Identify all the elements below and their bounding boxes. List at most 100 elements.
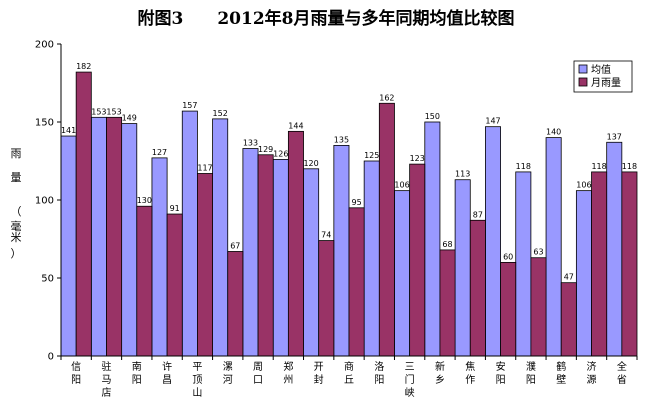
bar-monthly-17: [591, 171, 608, 357]
bar-monthly-4: [197, 173, 213, 357]
data-label-monthly-10: 162: [379, 93, 394, 102]
category-label-2: 南阳: [132, 360, 142, 386]
bar-mean-9: [333, 144, 350, 357]
category-label-9: 商丘: [344, 360, 354, 386]
bar-mean-7: [272, 159, 289, 357]
bar-mean-4: [181, 110, 198, 357]
data-label-monthly-9: 95: [351, 198, 361, 207]
bar-monthly-12: [439, 249, 456, 357]
data-label-mean-17: 106: [576, 181, 591, 190]
data-label-mean-6: 133: [243, 139, 258, 148]
bar-mean-11: [394, 190, 411, 357]
bar-mean-1: [90, 116, 107, 357]
data-label-monthly-4: 117: [197, 163, 212, 172]
chart-title: 附图3 2012年8月雨量与多年同期均值比较图: [138, 8, 515, 29]
y-tick-label: 150: [35, 118, 54, 129]
data-label-monthly-13: 87: [473, 210, 483, 219]
data-label-mean-2: 149: [122, 114, 137, 123]
data-label-mean-0: 141: [61, 126, 76, 135]
data-label-monthly-16: 47: [564, 273, 574, 282]
bar-monthly-9: [348, 207, 365, 357]
bar-mean-13: [454, 179, 471, 357]
category-label-8: 开封: [314, 362, 324, 386]
data-label-monthly-11: 123: [410, 154, 425, 163]
bars-layer: [60, 71, 638, 357]
bar-mean-16: [545, 137, 562, 357]
data-label-monthly-6: 129: [258, 145, 273, 154]
y-tick-label: 200: [35, 40, 54, 51]
category-label-14: 安阳: [496, 360, 506, 386]
bar-monthly-11: [409, 163, 426, 357]
bar-monthly-14: [500, 261, 517, 357]
bar-monthly-13: [469, 219, 486, 357]
category-label-3: 许昌: [162, 361, 172, 386]
data-label-monthly-7: 144: [288, 121, 303, 130]
data-label-mean-10: 125: [364, 151, 379, 160]
category-label-16: 鹤壁: [556, 360, 566, 386]
category-label-5: 漯河: [223, 361, 233, 386]
data-label-mean-5: 152: [213, 109, 228, 118]
bar-monthly-7: [287, 130, 304, 357]
data-label-mean-12: 150: [425, 112, 440, 121]
category-label-0: 信阳: [71, 361, 81, 386]
category-label-4: 平顶山: [192, 362, 202, 399]
legend-swatch-1: [578, 77, 588, 87]
data-label-monthly-12: 68: [442, 240, 452, 249]
y-axis-label-text: 雨量（毫米）: [11, 147, 22, 260]
data-label-mean-8: 120: [303, 159, 318, 168]
bar-monthly-3: [166, 213, 183, 357]
category-label-13: 焦作: [465, 360, 475, 386]
category-label-6: 周口: [253, 361, 263, 386]
data-label-monthly-14: 60: [503, 252, 513, 261]
data-label-mean-9: 135: [334, 135, 349, 144]
data-label-monthly-17: 118: [591, 162, 606, 171]
data-label-monthly-3: 91: [170, 204, 180, 213]
bar-monthly-5: [227, 251, 244, 357]
data-label-mean-1: 153: [91, 107, 106, 116]
category-label-15: 濮阳: [526, 360, 536, 386]
data-label-monthly-0: 182: [76, 62, 91, 71]
y-tick-label: 0: [48, 352, 54, 363]
data-label-mean-15: 118: [516, 162, 531, 171]
category-label-7: 郑州: [283, 360, 293, 386]
bar-mean-2: [121, 123, 138, 357]
bar-mean-5: [212, 118, 229, 357]
legend-label-0: 均值: [591, 63, 611, 76]
bar-mean-6: [242, 148, 259, 357]
bar-mean-10: [363, 160, 380, 357]
bar-mean-14: [485, 126, 501, 357]
data-label-mean-3: 127: [152, 148, 167, 157]
category-label-1: 驻马店: [101, 360, 111, 399]
category-label-18: 全省: [617, 360, 627, 386]
data-label-mean-14: 147: [485, 117, 500, 126]
bar-mean-12: [424, 121, 441, 357]
legend-label-1: 月雨量: [591, 77, 621, 89]
category-label-17: 济源: [587, 360, 597, 386]
data-label-mean-11: 106: [394, 181, 409, 190]
bar-mean-17: [575, 190, 592, 357]
bar-mean-3: [151, 157, 168, 357]
y-axis-label: 雨量（毫米）: [11, 147, 22, 260]
data-label-monthly-1: 153: [106, 107, 121, 116]
y-ticks-layer: 0 50 100 150 200: [35, 40, 61, 363]
bar-mean-0: [60, 135, 77, 357]
bar-monthly-16: [560, 282, 577, 357]
y-tick-label: 100: [35, 196, 54, 207]
data-label-mean-13: 113: [455, 170, 470, 179]
bar-monthly-18: [621, 171, 638, 357]
bar-mean-15: [515, 171, 532, 357]
data-label-mean-4: 157: [182, 101, 197, 110]
bar-monthly-6: [257, 154, 274, 357]
category-label-10: 洛阳: [374, 360, 384, 386]
bar-monthly-10: [378, 102, 395, 357]
bar-monthly-8: [318, 240, 335, 357]
category-label-11: 三门峡: [405, 362, 415, 399]
data-label-monthly-15: 63: [533, 248, 543, 257]
bar-monthly-15: [530, 257, 547, 357]
legend-swatch-0: [578, 64, 588, 74]
data-label-monthly-8: 74: [321, 231, 331, 240]
y-tick-label: 50: [41, 274, 54, 285]
